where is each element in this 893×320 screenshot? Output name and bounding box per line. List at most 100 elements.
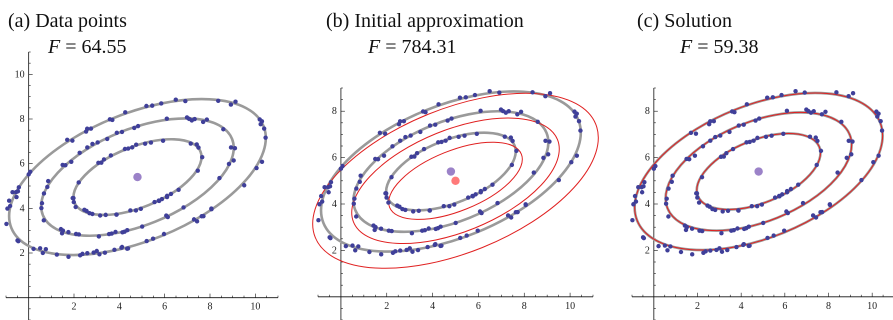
data-point bbox=[656, 243, 661, 249]
data-point bbox=[813, 215, 819, 220]
data-point bbox=[772, 195, 778, 200]
data-point bbox=[422, 227, 428, 233]
data-point bbox=[806, 108, 811, 114]
data-point bbox=[721, 154, 727, 159]
data-point bbox=[373, 224, 378, 230]
data-point bbox=[409, 231, 415, 236]
data-point bbox=[90, 141, 95, 147]
data-point bbox=[642, 179, 647, 185]
data-point bbox=[641, 235, 647, 241]
data-point bbox=[101, 157, 107, 162]
data-point bbox=[122, 146, 128, 152]
data-point bbox=[747, 243, 752, 248]
data-point bbox=[125, 246, 131, 251]
data-point bbox=[326, 190, 331, 195]
data-point bbox=[39, 205, 44, 211]
data-point bbox=[779, 92, 784, 98]
data-point bbox=[771, 233, 776, 238]
data-point bbox=[14, 194, 19, 200]
data-point bbox=[217, 175, 222, 181]
data-point bbox=[76, 232, 82, 237]
data-point bbox=[99, 160, 104, 165]
data-point bbox=[784, 190, 790, 195]
data-point bbox=[389, 228, 394, 234]
data-point bbox=[397, 138, 403, 143]
data-point bbox=[6, 198, 12, 203]
data-point bbox=[515, 112, 520, 117]
x-tick-label: 10 bbox=[565, 301, 575, 312]
data-point bbox=[410, 249, 415, 254]
data-point bbox=[510, 138, 515, 144]
data-point bbox=[398, 248, 403, 253]
data-point bbox=[765, 95, 770, 100]
data-point bbox=[15, 189, 21, 194]
data-point bbox=[39, 201, 45, 206]
data-point bbox=[784, 108, 790, 114]
data-point bbox=[663, 201, 669, 206]
data-point bbox=[144, 238, 149, 244]
data-point bbox=[543, 94, 548, 99]
data-point bbox=[641, 184, 646, 189]
data-point bbox=[875, 114, 880, 119]
data-point bbox=[545, 152, 551, 157]
data-point bbox=[757, 116, 762, 121]
data-point bbox=[432, 242, 437, 248]
data-point bbox=[696, 200, 702, 205]
data-point bbox=[156, 198, 161, 203]
y-tick-label: 2 bbox=[645, 245, 650, 256]
data-point bbox=[386, 200, 391, 205]
data-point bbox=[425, 244, 430, 250]
data-point bbox=[142, 141, 148, 146]
data-point bbox=[433, 122, 438, 127]
data-point bbox=[760, 220, 766, 226]
data-point bbox=[357, 179, 362, 184]
data-point bbox=[95, 140, 100, 145]
panel-c-f-value: F = 59.38 bbox=[680, 36, 759, 59]
data-point bbox=[472, 92, 478, 98]
data-point bbox=[839, 119, 844, 125]
center-point bbox=[754, 167, 763, 176]
data-point bbox=[54, 252, 60, 257]
data-point bbox=[784, 209, 789, 214]
data-point bbox=[727, 129, 732, 135]
data-point bbox=[261, 126, 267, 131]
data-point bbox=[87, 210, 92, 216]
data-point bbox=[97, 213, 103, 218]
data-point bbox=[844, 155, 849, 161]
data-point bbox=[443, 138, 448, 143]
data-point bbox=[160, 138, 166, 143]
approximation-ellipse bbox=[388, 141, 523, 220]
data-point bbox=[482, 186, 487, 192]
data-point bbox=[144, 103, 149, 109]
data-point bbox=[754, 204, 760, 209]
data-point bbox=[475, 228, 480, 233]
approximation-ellipse bbox=[351, 117, 560, 245]
x-tick-label: 4 bbox=[430, 301, 435, 312]
center-point bbox=[133, 172, 142, 182]
data-point bbox=[636, 184, 641, 190]
data-point bbox=[133, 142, 139, 147]
data-point bbox=[122, 229, 127, 234]
data-point bbox=[776, 193, 782, 199]
data-point bbox=[463, 95, 469, 100]
data-point bbox=[759, 202, 765, 207]
data-point bbox=[60, 162, 65, 168]
data-point bbox=[850, 139, 855, 144]
data-point bbox=[846, 138, 851, 143]
y-tick-label: 2 bbox=[20, 248, 25, 259]
data-point bbox=[535, 119, 540, 125]
data-point bbox=[148, 140, 154, 145]
data-point bbox=[159, 101, 164, 106]
data-point bbox=[670, 173, 675, 178]
data-point bbox=[204, 117, 210, 122]
data-point bbox=[150, 236, 156, 241]
data-point bbox=[263, 135, 268, 140]
data-point bbox=[689, 226, 695, 231]
data-point bbox=[474, 131, 480, 136]
data-point bbox=[186, 116, 192, 122]
data-point bbox=[70, 138, 75, 143]
data-point bbox=[421, 146, 427, 152]
panel-b-f-symbol: F bbox=[368, 36, 381, 58]
data-point bbox=[319, 199, 325, 204]
data-point bbox=[530, 90, 535, 95]
